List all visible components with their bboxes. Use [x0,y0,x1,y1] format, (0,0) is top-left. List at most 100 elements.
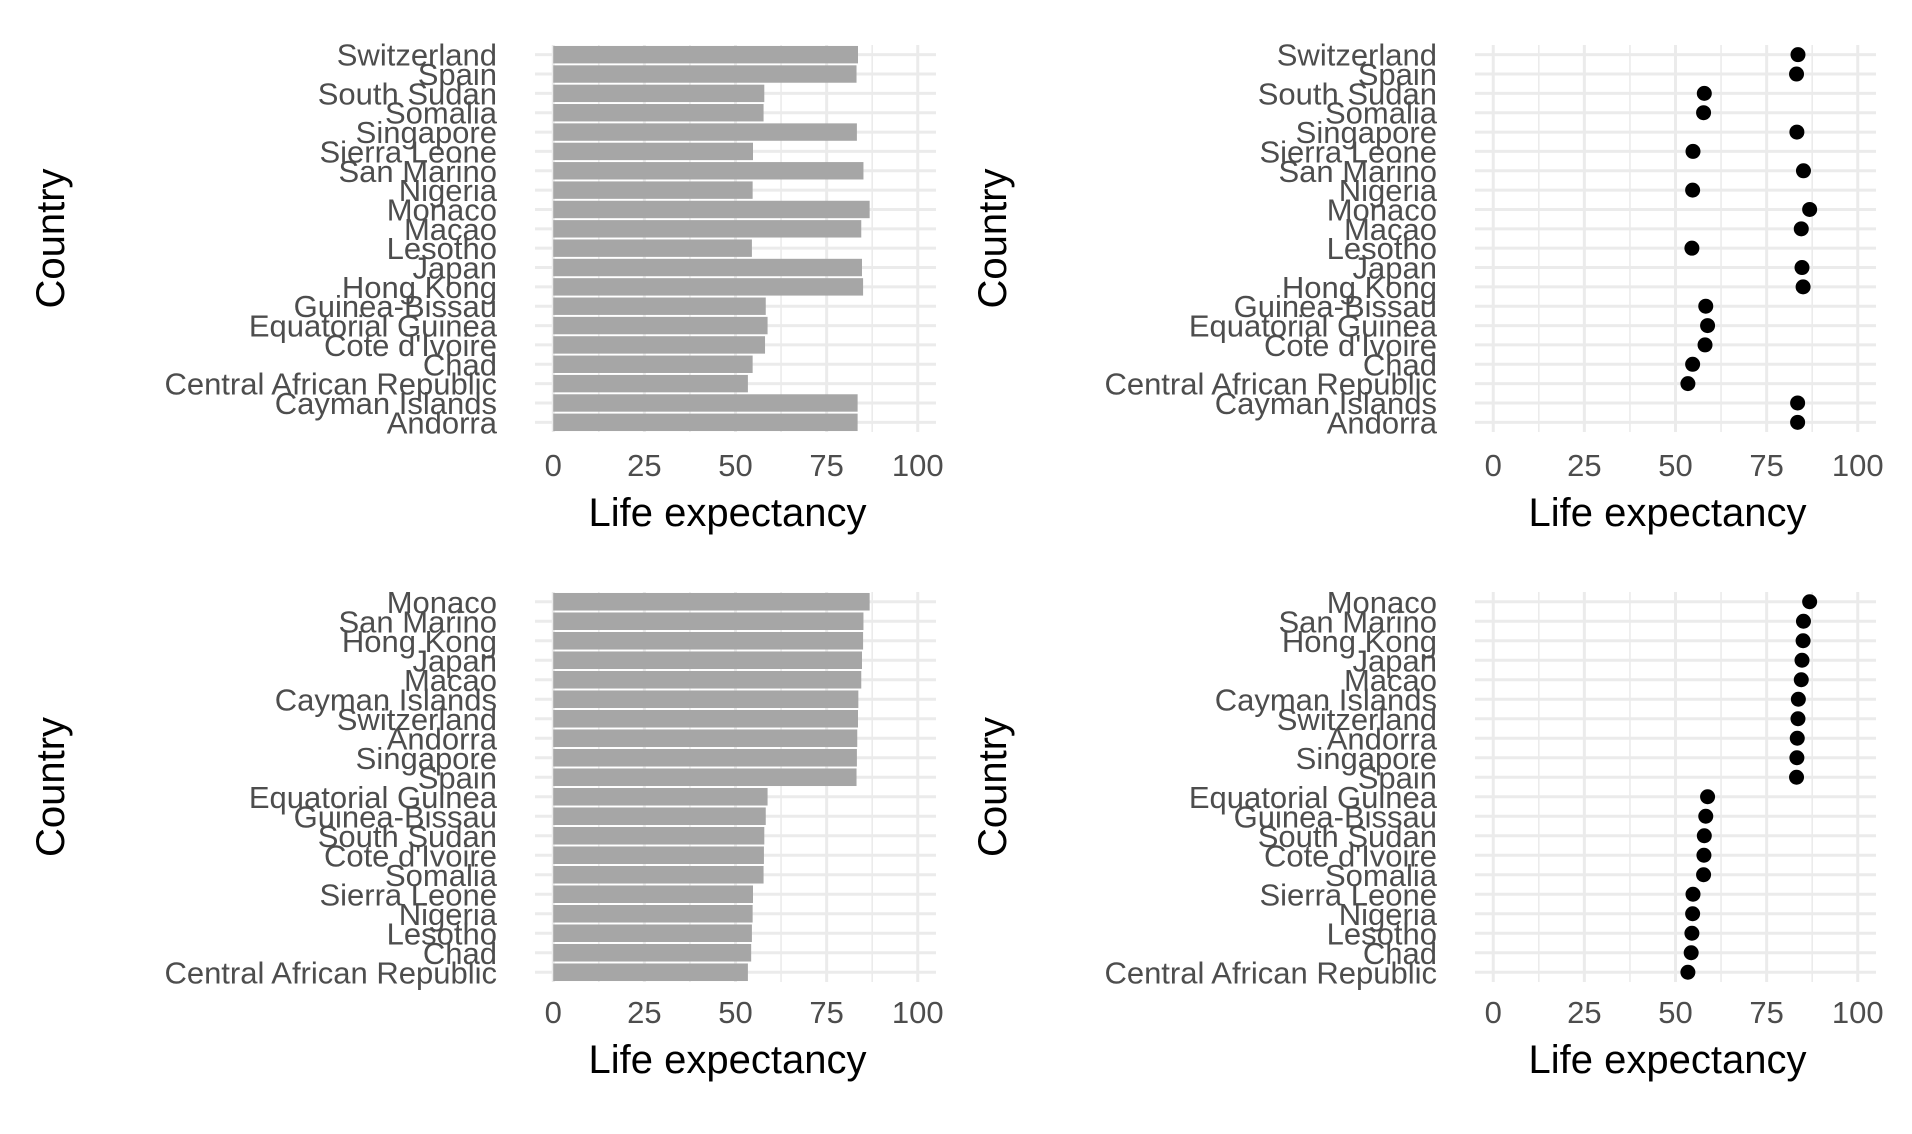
y-tick-label: Monaco [387,192,497,227]
y-tick-label: Macao [404,663,497,698]
point-monaco [1802,594,1818,610]
panel-bottom-right: Central African RepublicChadLesothoNiger… [971,585,1884,1082]
y-tick-label: Somalia [385,96,498,131]
y-tick-label: Switzerland [337,702,497,737]
bar-andorra [553,413,858,432]
bar-japan [553,651,862,670]
bar-macao [553,670,862,689]
point-south-sudan [1696,85,1712,101]
y-tick-label: Andorra [387,721,498,756]
y-tick-label: Somalia [1325,96,1438,131]
point-hong-kong [1795,633,1811,649]
y-tick-label: Guinea-Bissau [1234,799,1437,834]
y-tick-label: Somalia [1325,858,1438,893]
y-tick-label: Spain [418,57,497,92]
x-tick-label: 25 [1567,995,1601,1030]
y-tick-label: Japan [1353,643,1437,678]
bar-hong-kong [553,278,864,296]
point-nigeria [1685,906,1701,922]
y-tick-label: South Sudan [1258,76,1437,111]
y-tick-label: Switzerland [337,38,497,73]
point-chad [1685,356,1701,372]
x-axis-title: Life expectancy [1529,491,1807,535]
x-tick-label: 100 [1832,995,1884,1030]
y-tick-label: Singapore [1296,115,1437,150]
y-tick-label: Andorra [1327,721,1438,756]
y-tick-label: Japan [413,251,497,286]
y-tick-label: Central African Republic [1104,955,1437,990]
point-central-african-republic [1680,376,1696,392]
x-tick-label: 75 [809,995,843,1030]
y-tick-label: Andorra [1327,405,1438,440]
y-tick-label: Chad [1363,936,1437,971]
bar-san-marino [553,612,864,631]
y-axis-title: Country [29,168,73,308]
y-tick-label: Andorra [387,405,498,440]
point-spain [1789,66,1805,82]
y-tick-label: Japan [1353,251,1437,286]
y-tick-label: Cayman Islands [1215,386,1437,421]
point-cote-d-ivoire [1697,337,1713,353]
bar-san-marino [553,162,864,180]
x-tick-label: 75 [809,448,843,483]
y-tick-label: Central African Republic [164,367,497,402]
bar-macao [553,220,862,238]
y-tick-label: San Marino [1278,604,1437,639]
point-cote-d-ivoire [1696,847,1712,863]
y-tick-label: Cayman Islands [275,682,497,717]
y-tick-label: Nigeria [399,897,498,932]
point-spain [1789,769,1805,785]
y-tick-label: Switzerland [1277,702,1437,737]
bar-spain [553,65,857,83]
y-axis-title: Country [29,717,73,857]
y-tick-label: Cote d'Ivoire [324,838,497,873]
x-tick-label: 25 [627,448,661,483]
y-tick-label: Lesotho [387,231,497,266]
y-tick-label: Cayman Islands [1215,682,1437,717]
point-san-marino [1795,613,1811,629]
bar-chad [553,355,753,373]
y-tick-label: Lesotho [1327,916,1437,951]
point-south-sudan [1696,828,1712,844]
y-tick-label: Guinea-Bissau [1234,289,1437,324]
y-tick-label: Hong Kong [1282,624,1437,659]
bar-cayman-islands [553,394,858,412]
y-tick-label: Equatorial Guinea [1189,309,1438,344]
y-tick-label: Cote d'Ivoire [1264,838,1437,873]
y-tick-label: Nigeria [1339,897,1438,932]
y-tick-label: Lesotho [1327,231,1437,266]
point-somalia [1696,105,1712,121]
y-tick-label: Spain [1358,57,1437,92]
x-axis-title: Life expectancy [1529,1038,1807,1082]
point-guinea-bissau [1698,298,1714,314]
y-tick-label: Monaco [1327,585,1437,620]
point-singapore [1789,750,1805,766]
y-tick-label: San Marino [338,604,497,639]
y-tick-label: Chad [423,347,497,382]
y-tick-label: Spain [1358,760,1437,795]
y-tick-label: Equatorial Guinea [249,780,498,815]
y-tick-label: South Sudan [1258,819,1437,854]
y-tick-label: Lesotho [387,916,497,951]
x-tick-label: 25 [627,995,661,1030]
bar-central-african-republic [553,963,748,982]
point-nigeria [1685,182,1701,198]
x-tick-label: 50 [1658,995,1692,1030]
y-tick-label: South Sudan [318,76,497,111]
x-axis-title: Life expectancy [589,1038,867,1082]
point-lesotho [1684,240,1700,256]
y-tick-label: Nigeria [399,173,498,208]
bar-monaco [553,592,870,611]
x-tick-label: 0 [1485,995,1502,1030]
point-sierra-leone [1685,143,1701,159]
bar-sierra-leone [553,885,753,904]
y-tick-label: Hong Kong [342,624,497,659]
bar-guinea-bissau [553,297,766,315]
y-tick-label: Chad [1363,347,1437,382]
point-singapore [1789,124,1805,140]
y-axis-title: Country [971,717,1015,857]
point-macao [1793,672,1809,688]
point-japan [1794,652,1810,668]
x-tick-label: 100 [892,448,944,483]
